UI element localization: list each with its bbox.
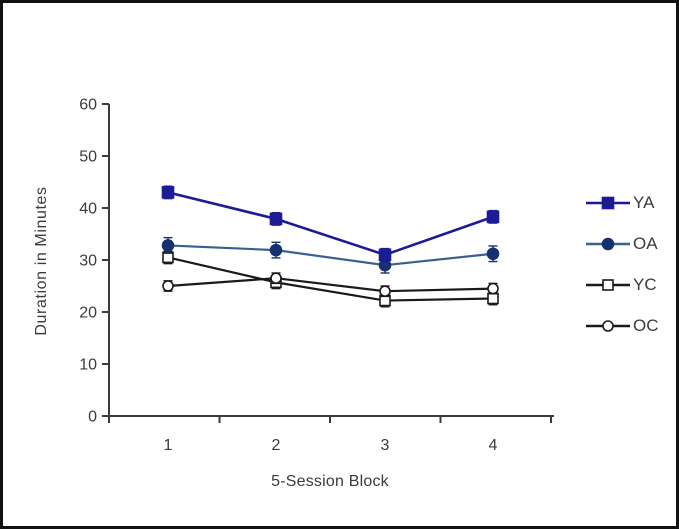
legend-label: YA [633, 193, 655, 212]
filled-circle-legend-icon [586, 237, 630, 251]
x-axis-title: 5-Session Block [271, 473, 389, 490]
data-point-OC [270, 272, 282, 285]
series-YA [161, 185, 500, 262]
x-tick-label: 2 [272, 437, 281, 454]
data-point-OC [162, 280, 174, 292]
data-point-OA [161, 239, 175, 252]
y-tick-label: 10 [79, 357, 97, 374]
legend-item-YA: YA [585, 188, 659, 218]
data-point-OC [379, 285, 391, 298]
series-line-OC [167, 277, 494, 293]
y-tick-label: 60 [79, 97, 97, 114]
chart-canvas: 0 10 20 30 40 50 60 1 2 3 4 [79, 97, 554, 454]
legend-item-OC: OC [585, 311, 659, 341]
legend-item-YC: YC [585, 270, 659, 300]
y-tick-label: 50 [79, 149, 97, 166]
data-point-OC [487, 282, 499, 295]
x-tick-label: 1 [164, 437, 173, 454]
y-tick-label: 30 [79, 253, 97, 270]
data-point-YA [486, 210, 500, 224]
legend: YA OA YC OC [585, 188, 659, 341]
y-tick-label: 40 [79, 201, 97, 218]
data-point-OA [486, 247, 500, 261]
data-point-YA [378, 248, 392, 262]
filled-square-legend-icon [586, 196, 630, 210]
x-tick-label: 3 [381, 437, 390, 454]
legend-label: OC [633, 316, 659, 335]
y-tick-label: 0 [88, 409, 97, 426]
series-OA [161, 236, 500, 274]
open-circle-legend-icon [586, 320, 630, 332]
series-line-YA [167, 191, 494, 257]
legend-label: OA [633, 234, 658, 253]
data-point-YA [269, 212, 283, 226]
x-tick-label: 4 [489, 437, 498, 454]
y-axis-title: Duration in Minutes [33, 186, 50, 336]
series-OC [162, 272, 499, 298]
series-line-YC [167, 256, 494, 302]
open-square-legend-icon [586, 279, 630, 291]
legend-label: YC [633, 275, 657, 294]
data-point-YC [487, 292, 499, 305]
data-point-YA [161, 186, 175, 199]
series-line-OA [167, 244, 494, 267]
data-point-OA [269, 243, 283, 257]
y-tick-label: 20 [79, 305, 97, 322]
legend-item-OA: OA [585, 229, 659, 259]
